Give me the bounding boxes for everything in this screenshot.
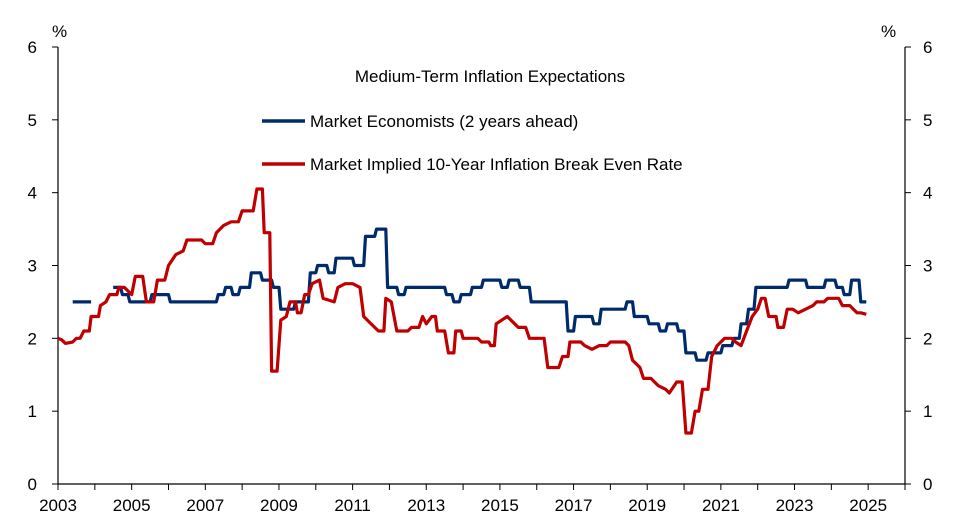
series-layer — [57, 187, 867, 435]
x-tick-label: 2019 — [628, 496, 666, 515]
left-unit-label: % — [52, 22, 67, 41]
chart-title: Medium-Term Inflation Expectations — [355, 67, 625, 86]
x-tick-label: 2005 — [113, 496, 151, 515]
right-y-tick-label: 3 — [923, 257, 932, 276]
x-ticks: 2003 2005 2007 2009 2011 2013 2015 2017 2019 2021… — [39, 484, 906, 515]
right-y-tick-label: 5 — [923, 111, 932, 130]
x-tick-label: 2013 — [407, 496, 445, 515]
x-tick-label: 2007 — [186, 496, 224, 515]
right-y-ticks: 0 1 2 3 4 5 6 — [905, 38, 932, 494]
x-tick-label: 2011 — [334, 496, 371, 515]
x-tick-label: 2009 — [260, 496, 298, 515]
right-y-tick-label: 1 — [923, 402, 932, 421]
left-y-tick-label: 2 — [28, 329, 37, 348]
left-y-ticks: 0 1 2 3 4 5 6 — [28, 38, 58, 494]
x-tick-label: 2023 — [776, 496, 814, 515]
left-y-tick-label: 4 — [28, 184, 37, 203]
series-line-market-economists — [113, 227, 867, 362]
left-y-tick-label: 0 — [28, 475, 37, 494]
x-tick-label: 2025 — [849, 496, 887, 515]
legend-label-market-economists: Market Economists (2 years ahead) — [310, 112, 578, 131]
left-y-tick-label: 3 — [28, 257, 37, 276]
left-y-tick-label: 6 — [28, 38, 37, 57]
x-tick-label: 2003 — [39, 496, 77, 515]
right-y-tick-label: 4 — [923, 184, 932, 203]
legend-label-break-even-rate: Market Implied 10-Year Inflation Break E… — [310, 155, 683, 174]
right-y-tick-label: 0 — [923, 475, 932, 494]
series-line-break-even-rate — [57, 187, 867, 435]
left-y-tick-label: 5 — [28, 111, 37, 130]
right-unit-label: % — [881, 22, 896, 41]
legend: Market Economists (2 years ahead) Market… — [262, 112, 683, 174]
x-tick-label: 2017 — [555, 496, 593, 515]
right-y-tick-label: 2 — [923, 329, 932, 348]
x-tick-label: 2021 — [702, 496, 740, 515]
x-tick-label: 2015 — [481, 496, 519, 515]
left-y-tick-label: 1 — [28, 402, 37, 421]
right-y-tick-label: 6 — [923, 38, 932, 57]
